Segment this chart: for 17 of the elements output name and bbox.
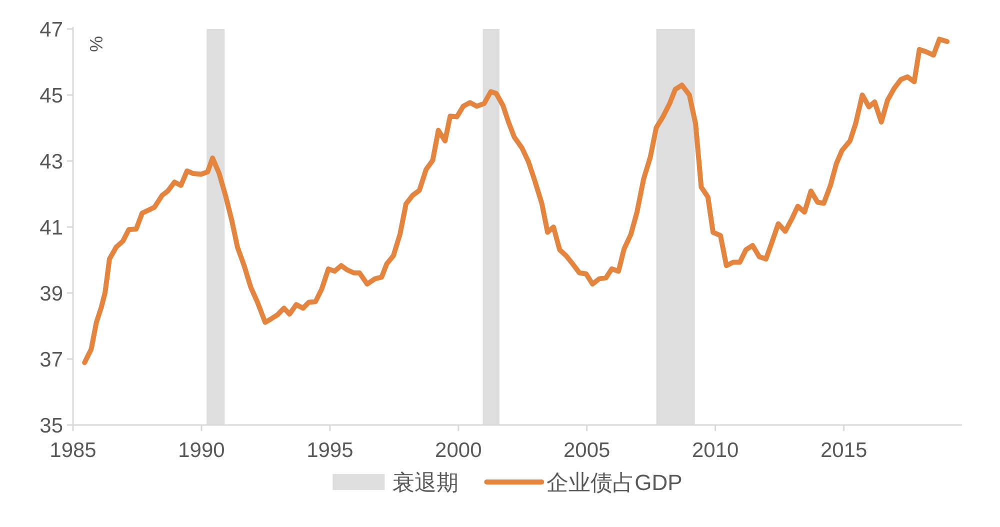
y-tick-label: 39 — [40, 282, 63, 306]
legend-label: 衰退期 — [392, 470, 459, 495]
x-tick-label: 2010 — [692, 439, 739, 462]
x-tick-label: 2015 — [820, 439, 868, 462]
y-tick-label: 43 — [40, 150, 63, 174]
y-tick-label: 37 — [40, 348, 63, 372]
y-tick-label: 41 — [40, 216, 63, 240]
y-tick-label: 35 — [40, 414, 63, 438]
x-tick-label: 1990 — [178, 439, 225, 462]
legend-label: 企业债占GDP — [546, 470, 682, 495]
x-tick-label: 1985 — [50, 439, 96, 462]
x-tick-label: 1995 — [306, 439, 354, 462]
y-tick-label: 47 — [40, 18, 63, 42]
y-axis-title: % — [86, 36, 106, 52]
x-tick-label: 2000 — [435, 439, 482, 462]
x-tick-label: 2005 — [564, 439, 610, 462]
y-tick-label: 45 — [40, 84, 63, 108]
